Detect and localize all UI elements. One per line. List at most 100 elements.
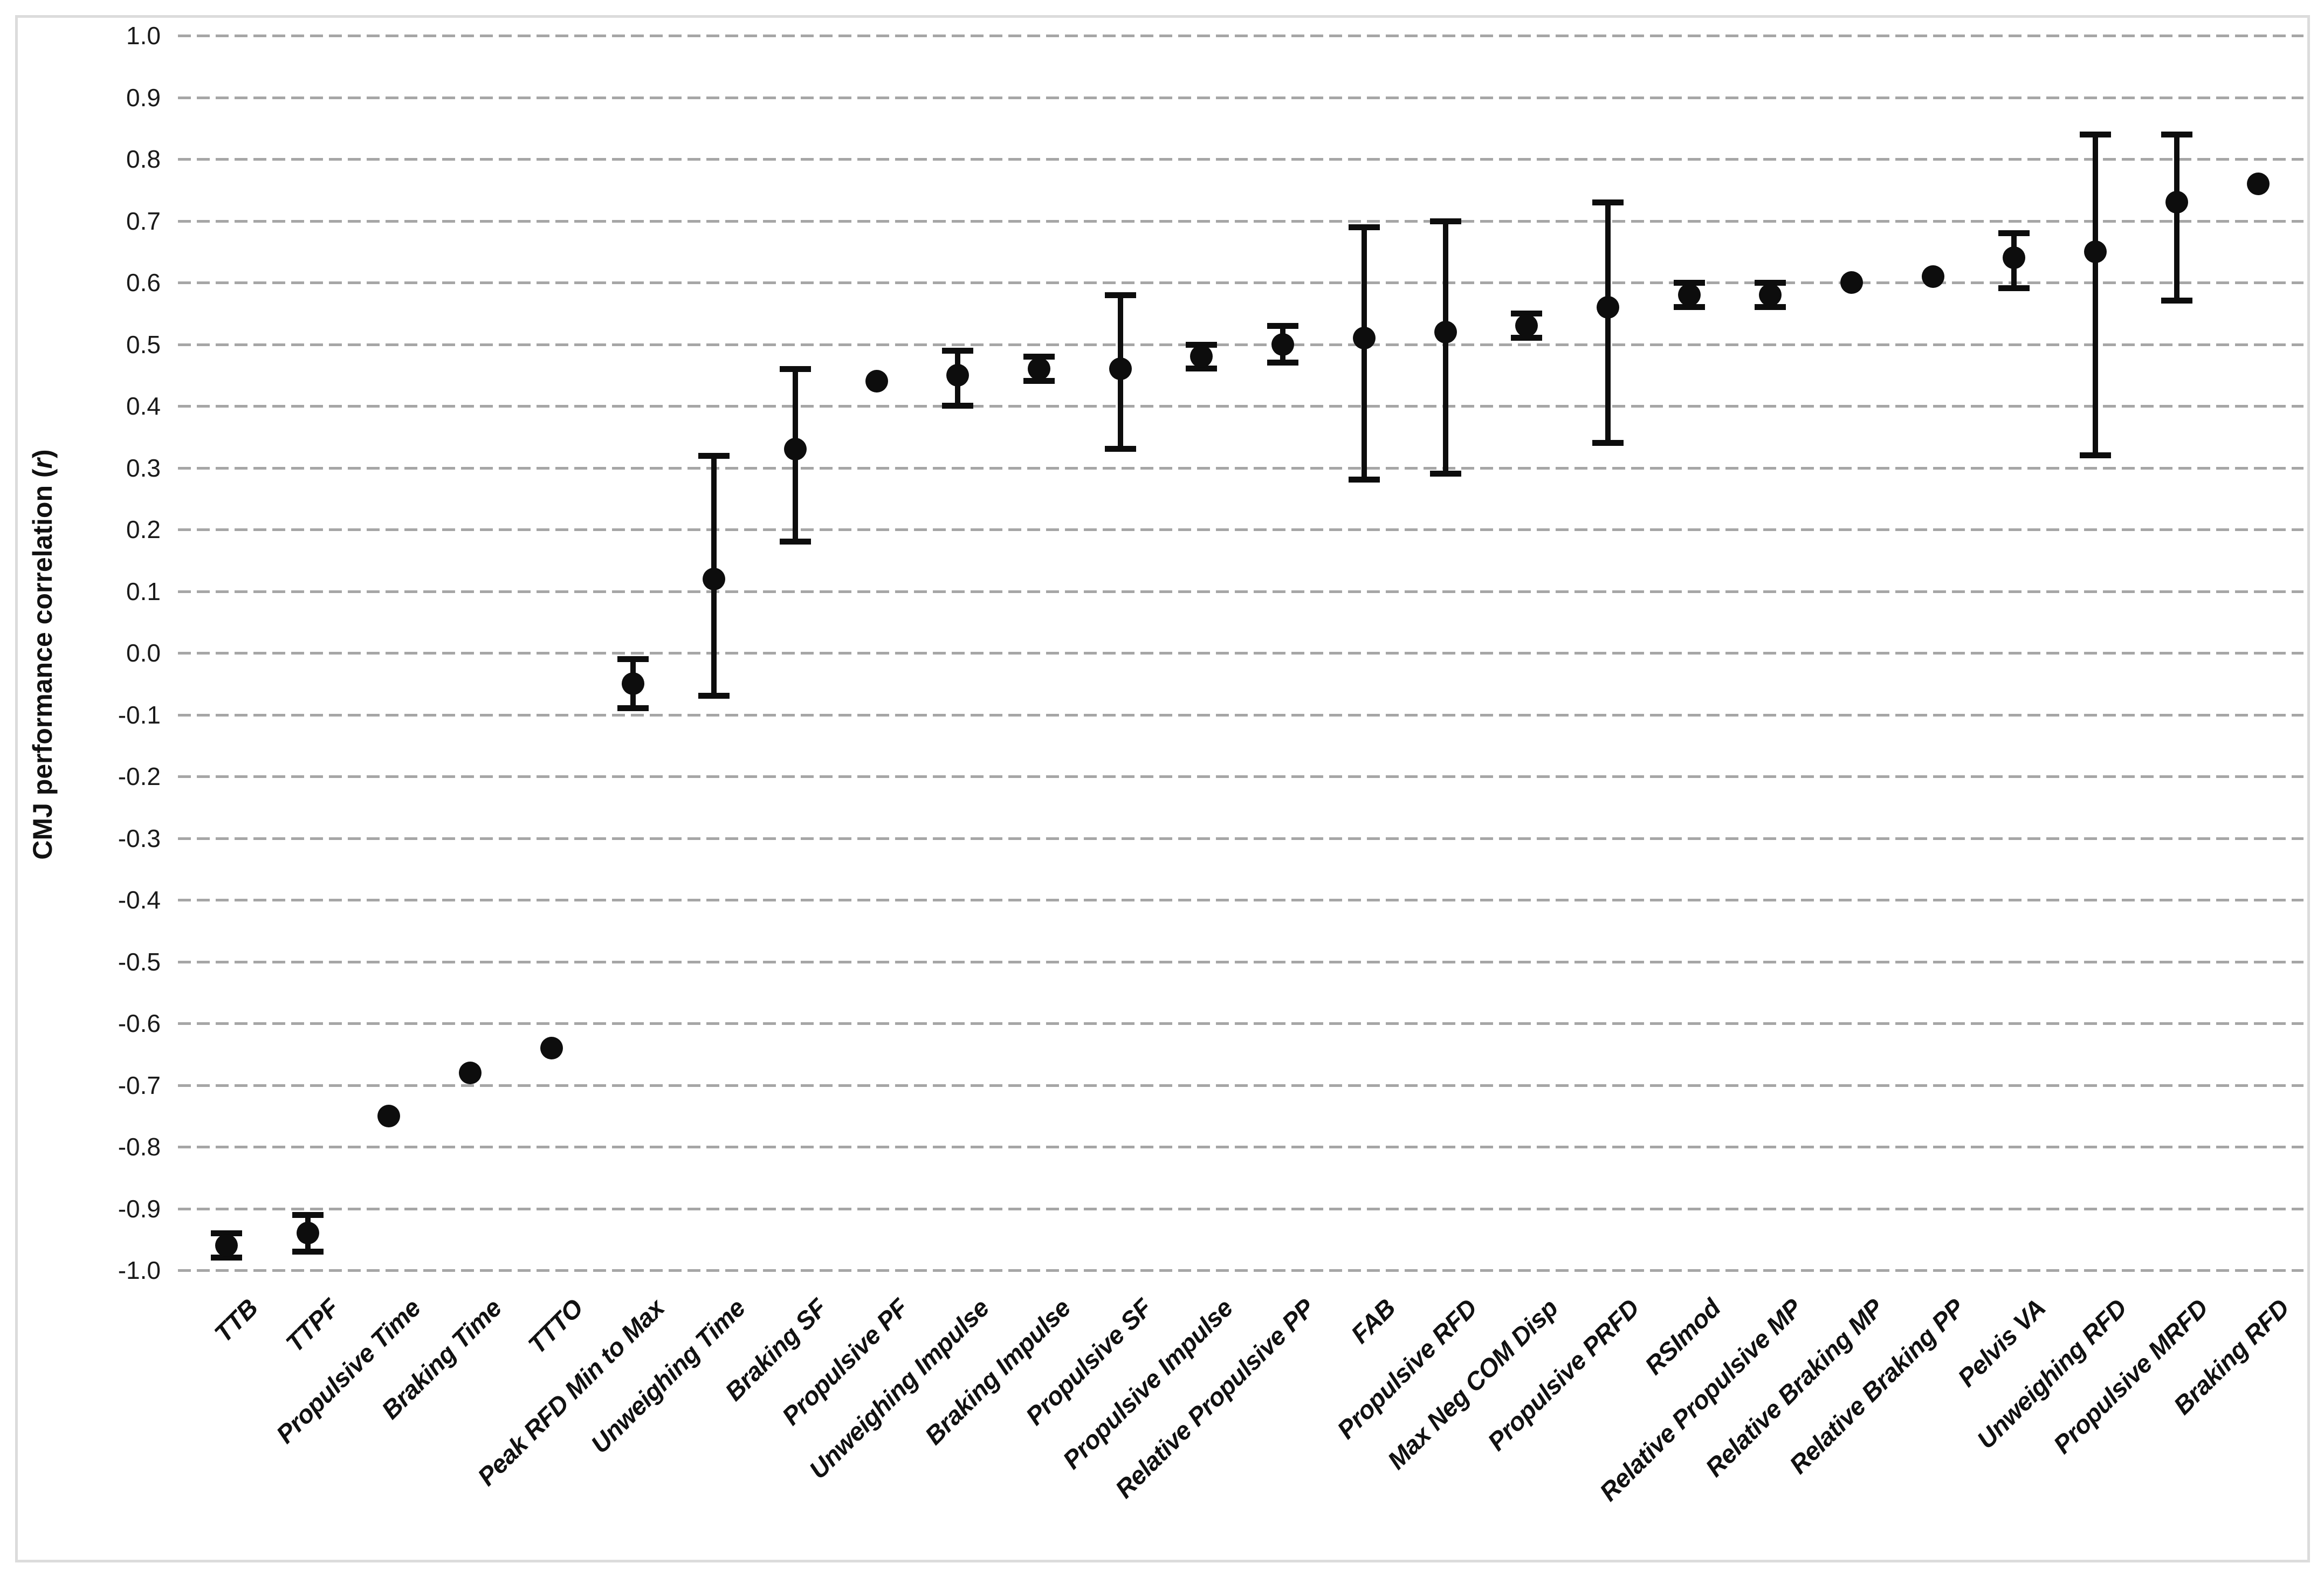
data-point: [1352, 327, 1376, 350]
x-category-label: TTPF: [280, 1293, 345, 1358]
data-point: [1677, 283, 1701, 306]
y-tick-label: -0.5: [118, 947, 161, 976]
y-tick-label: 0.8: [126, 145, 161, 173]
data-point: [946, 363, 970, 387]
error-bar-cap-top: [1429, 218, 1461, 224]
gridline: [178, 96, 2304, 99]
error-bar-cap-bottom: [698, 693, 730, 699]
x-category-label: Unweighing RFD: [1971, 1293, 2133, 1455]
gridline: [178, 775, 2304, 778]
data-point: [621, 672, 644, 696]
y-tick-label: -0.3: [118, 824, 161, 852]
x-category-label: TTTO: [522, 1293, 588, 1359]
error-bar-cap-top: [698, 452, 730, 459]
error-bar: [1442, 221, 1448, 474]
x-category-label: Unweighing Time: [585, 1293, 751, 1459]
y-tick-label: -0.9: [118, 1194, 161, 1223]
y-tick-label: -0.2: [118, 762, 161, 790]
gridline: [178, 1207, 2304, 1210]
error-bar-cap-top: [1511, 311, 1543, 317]
data-point: [1271, 333, 1295, 356]
error-bar-cap-bottom: [211, 1255, 242, 1261]
data-point: [2084, 240, 2107, 263]
y-tick-label: 1.0: [126, 22, 161, 50]
error-bar-cap-top: [1186, 341, 1218, 348]
error-bar-cap-bottom: [617, 705, 649, 712]
error-bar: [1605, 202, 1611, 443]
data-point: [1434, 320, 1457, 343]
data-point: [1596, 295, 1619, 319]
data-point: [215, 1234, 238, 1257]
gridline: [178, 1084, 2304, 1087]
error-bar-cap-bottom: [1429, 470, 1461, 477]
error-bar-cap-bottom: [942, 403, 974, 409]
error-bar-cap-bottom: [1348, 477, 1380, 483]
y-axis-title-suffix: ): [27, 449, 58, 459]
data-point: [865, 370, 888, 393]
error-bar-cap-bottom: [1511, 335, 1543, 341]
y-tick-label: -0.6: [118, 1009, 161, 1037]
x-category-label: Propulsive MRFD: [2047, 1293, 2213, 1459]
y-tick-label: -0.7: [118, 1071, 161, 1099]
error-bar-cap-top: [1755, 280, 1786, 286]
error-bar-cap-top: [1023, 354, 1055, 360]
error-bar-cap-bottom: [1267, 359, 1299, 366]
gridline: [178, 158, 2304, 161]
error-bar-cap-top: [1267, 323, 1299, 329]
error-bar-cap-bottom: [1673, 304, 1705, 310]
data-point: [1840, 271, 1863, 294]
y-tick-label: -0.8: [118, 1133, 161, 1161]
error-bar-cap-bottom: [1592, 439, 1624, 446]
x-category-label: Propulsive PRFD: [1482, 1293, 1645, 1456]
data-point: [1921, 265, 1944, 288]
gridline: [178, 960, 2304, 963]
data-point: [540, 1036, 563, 1059]
y-tick-label: 0.3: [126, 453, 161, 482]
data-point: [703, 567, 726, 590]
gridline: [178, 899, 2304, 901]
data-point: [1109, 357, 1132, 381]
error-bar-cap-top: [211, 1230, 242, 1237]
error-bar-cap-top: [617, 656, 649, 663]
gridline: [178, 343, 2304, 346]
error-bar: [2093, 134, 2099, 456]
x-category-label: TTB: [209, 1293, 264, 1348]
gridline: [178, 590, 2304, 593]
gridline: [178, 713, 2304, 717]
gridline: [178, 1269, 2304, 1272]
data-point: [1190, 345, 1213, 368]
gridline: [178, 35, 2304, 37]
x-category-label: Propulsive RFD: [1331, 1293, 1482, 1444]
error-bar-cap-bottom: [2080, 452, 2112, 458]
error-bar-cap-top: [1592, 199, 1624, 206]
gridline: [178, 466, 2304, 470]
y-axis-title-variable: r: [27, 458, 58, 469]
data-point: [783, 438, 807, 461]
y-tick-label: -0.1: [118, 700, 161, 729]
y-tick-label: 0.2: [126, 515, 161, 543]
y-axis-title-text: CMJ performance correlation (: [27, 469, 58, 860]
x-category-label: Braking Impulse: [919, 1293, 1076, 1450]
error-bar-cap-top: [1673, 280, 1705, 286]
y-tick-label: 0.0: [126, 639, 161, 667]
error-bar-cap-top: [1104, 292, 1136, 298]
error-bar-cap-bottom: [2161, 298, 2192, 304]
data-point: [296, 1222, 319, 1245]
error-bar-cap-top: [1348, 224, 1380, 230]
error-bar: [1361, 226, 1367, 480]
y-tick-label: 0.7: [126, 206, 161, 235]
gridline: [178, 837, 2304, 840]
gridline: [178, 219, 2304, 223]
y-tick-label: 0.6: [126, 268, 161, 297]
error-bar-cap-bottom: [1104, 446, 1136, 452]
gridline: [178, 405, 2304, 408]
y-tick-label: 0.9: [126, 83, 161, 112]
gridline: [178, 1022, 2304, 1025]
y-tick-label: -0.4: [118, 886, 161, 914]
error-bar: [2174, 134, 2179, 301]
y-tick-label: 0.1: [126, 577, 161, 605]
y-axis-title: CMJ performance correlation (r): [27, 449, 58, 859]
data-point: [377, 1104, 401, 1127]
error-bar-cap-top: [2161, 132, 2192, 138]
gridline: [178, 281, 2304, 284]
